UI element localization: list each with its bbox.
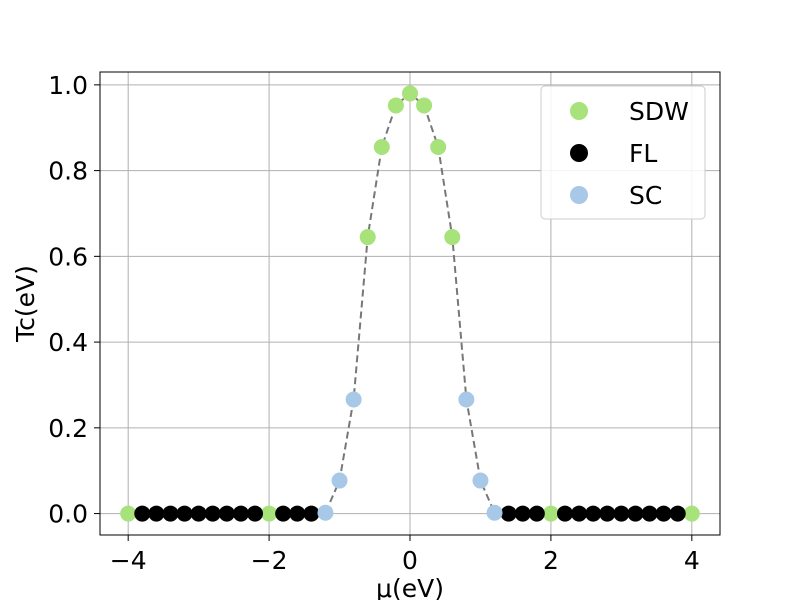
point-fl — [247, 505, 263, 522]
point-fl — [275, 505, 292, 522]
point-fl — [571, 505, 588, 522]
point-fl — [162, 505, 179, 522]
axis-ticks: −4 −2 0 2 4 0.0 0.2 0.4 0.6 0.8 1.0 — [48, 71, 700, 575]
point-sdw — [683, 505, 700, 522]
point-sdw — [416, 97, 433, 114]
point-fl — [528, 505, 545, 522]
y-tick-label: 1.0 — [48, 71, 88, 100]
point-fl — [599, 505, 616, 522]
point-fl — [232, 505, 249, 522]
legend-marker-fl — [570, 144, 588, 162]
x-tick-label: 0 — [402, 546, 418, 575]
x-tick-label: 4 — [684, 546, 700, 575]
point-sdw — [444, 229, 461, 246]
point-sdw — [387, 97, 404, 114]
point-fl — [585, 505, 602, 522]
point-fl — [218, 505, 235, 522]
point-sc — [472, 472, 489, 489]
legend-marker-sc — [570, 186, 588, 204]
point-fl — [514, 505, 531, 522]
y-tick-label: 0.0 — [48, 500, 88, 529]
legend-label-sc: SC — [629, 181, 662, 210]
legend: SDW FL SC — [540, 85, 706, 220]
point-fl — [190, 505, 207, 522]
point-sc — [486, 504, 503, 521]
point-sdw — [120, 505, 137, 522]
point-sc — [458, 391, 475, 408]
point-sdw — [261, 505, 278, 522]
point-fl — [655, 505, 672, 522]
point-sc — [331, 472, 348, 489]
legend-marker-sdw — [570, 102, 588, 120]
x-tick-label: −2 — [251, 546, 288, 575]
legend-label-sdw: SDW — [629, 97, 689, 126]
point-fl — [613, 505, 630, 522]
point-fl — [148, 505, 165, 522]
point-fl — [641, 505, 658, 522]
point-fl — [557, 505, 573, 522]
point-sdw — [402, 85, 418, 102]
y-tick-label: 0.2 — [48, 414, 88, 443]
point-sc — [345, 391, 362, 408]
x-axis-label: μ(eV) — [376, 574, 444, 600]
point-fl — [289, 505, 306, 522]
point-sdw — [430, 139, 447, 156]
y-tick-label: 0.6 — [48, 242, 88, 271]
point-sdw — [359, 229, 376, 246]
x-tick-label: −4 — [110, 546, 147, 575]
y-tick-label: 0.8 — [48, 157, 88, 186]
y-axis-label: Tc(eV) — [11, 265, 40, 343]
point-fl — [204, 505, 221, 522]
data-points — [120, 85, 700, 522]
point-fl — [669, 505, 686, 522]
x-tick-label: 2 — [543, 546, 559, 575]
point-sdw — [373, 139, 390, 156]
point-fl — [176, 505, 193, 522]
point-fl — [500, 505, 517, 522]
point-fl — [303, 505, 320, 522]
point-fl — [627, 505, 644, 522]
point-sdw — [542, 505, 559, 522]
point-sc — [317, 504, 334, 521]
point-fl — [134, 505, 151, 522]
y-tick-label: 0.4 — [48, 328, 88, 357]
legend-label-fl: FL — [629, 139, 657, 168]
